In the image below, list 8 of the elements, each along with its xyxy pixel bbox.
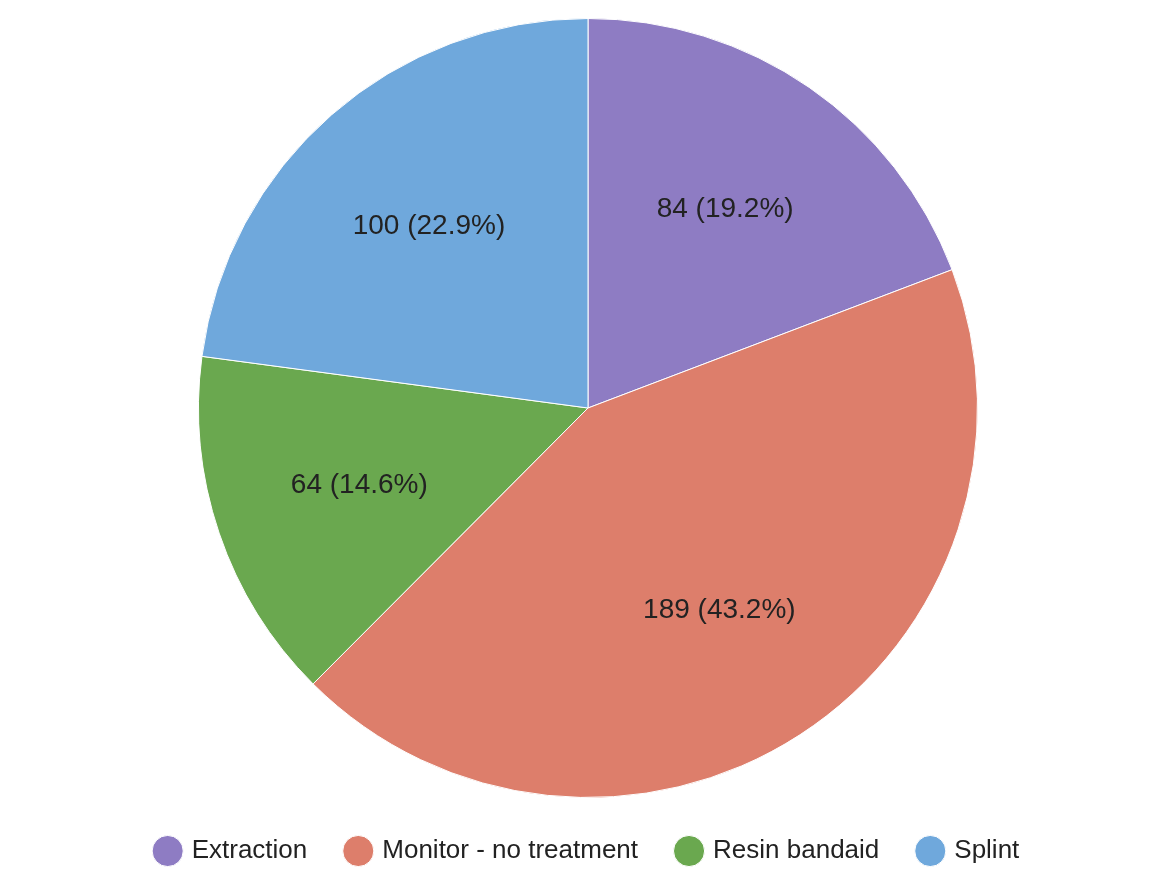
data-label: 100 (22.9%): [352, 208, 506, 240]
legend-label: Extraction: [191, 834, 308, 865]
data-label: 189 (43.2%): [643, 593, 796, 625]
legend-label: Resin bandaid: [713, 834, 880, 865]
data-label: 84 (19.2%): [656, 191, 794, 223]
data-label: 64 (14.6%): [290, 468, 428, 500]
legend-label: Monitor - no treatment: [382, 834, 639, 865]
legend-label: Splint: [954, 834, 1021, 865]
